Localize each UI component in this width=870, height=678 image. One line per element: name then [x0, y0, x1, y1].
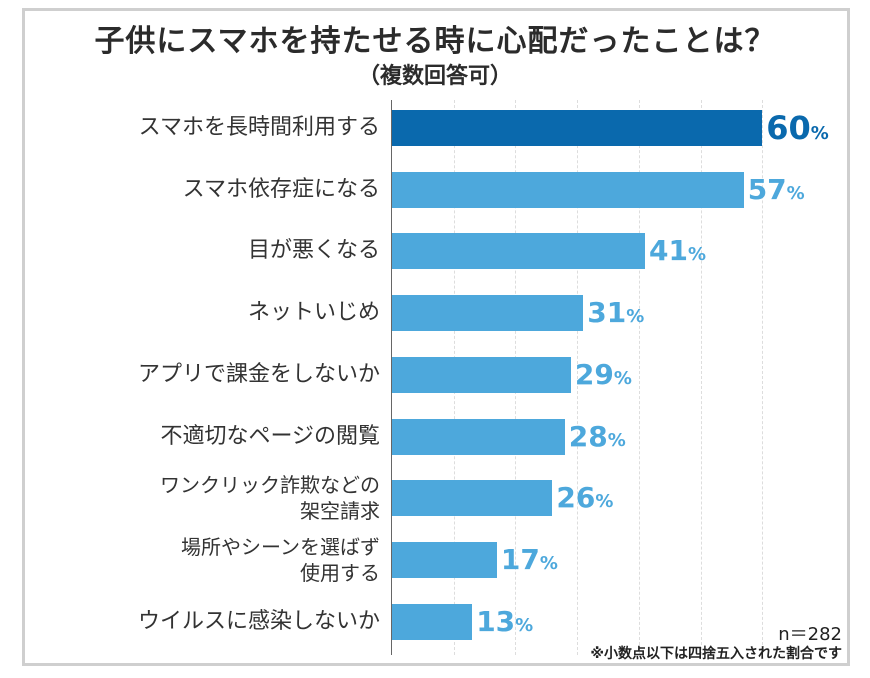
- bar: [392, 233, 645, 270]
- bar: [392, 110, 763, 146]
- category-label: ネットいじめ: [247, 300, 380, 326]
- category-label: スマホを長時間利用する: [138, 115, 380, 140]
- footnote: ※小数点以下は四捨五入された割合です: [590, 646, 842, 662]
- data-label: 41%: [648, 234, 706, 268]
- bar: [392, 418, 565, 455]
- bar: [392, 541, 497, 578]
- category-label: 場所やシーンを選ばず 使用する: [181, 534, 380, 585]
- chart-title: 子供にスマホを持たせる時に心配だったことは？: [94, 24, 776, 59]
- bar: [392, 171, 744, 208]
- gridline: [577, 100, 579, 655]
- data-label: 57%: [747, 172, 805, 206]
- bar: [392, 480, 553, 517]
- gridline: [762, 100, 764, 655]
- bar: [392, 295, 584, 332]
- category-label: ウイルスに感染しないか: [137, 608, 380, 634]
- data-label: 17%: [500, 542, 558, 576]
- data-label: 13%: [476, 604, 534, 638]
- category-label: 不適切なページの閲覧: [160, 423, 380, 449]
- category-label: アプリで課金をしないか: [137, 361, 380, 387]
- chart-subtitle: （複数回答可）: [357, 64, 512, 89]
- category-label: スマホ依存症になる: [182, 176, 380, 202]
- data-label: 60%: [766, 109, 829, 147]
- data-label: 31%: [587, 296, 645, 330]
- gridline: [638, 100, 640, 655]
- bar: [392, 603, 473, 640]
- data-label: 29%: [574, 357, 632, 391]
- y-axis-line: [391, 100, 392, 655]
- data-label: 26%: [556, 481, 614, 515]
- gridline: [700, 100, 702, 655]
- category-label: 目が悪くなる: [247, 238, 380, 264]
- data-label: 28%: [568, 419, 626, 453]
- category-label: ワンクリック詐欺などの 架空請求: [160, 473, 380, 524]
- sample-size: n＝282: [778, 624, 842, 645]
- bar: [392, 356, 571, 393]
